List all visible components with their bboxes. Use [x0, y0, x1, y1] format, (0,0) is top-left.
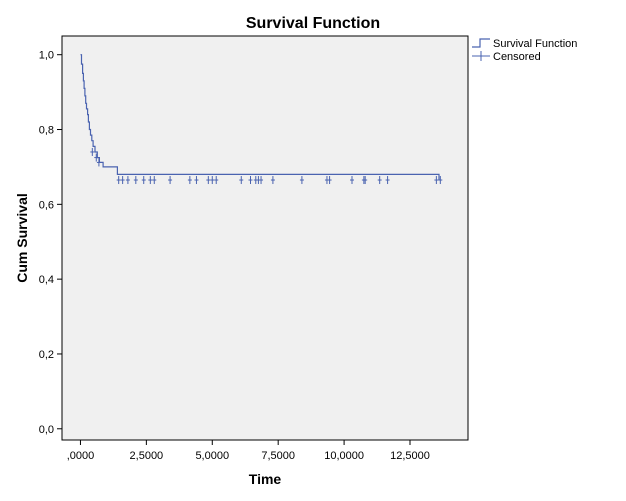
x-tick-label: 5,0000 — [195, 450, 229, 462]
censored-marker — [210, 176, 215, 185]
censored-marker — [350, 176, 354, 185]
x-tick-label: 2,5000 — [130, 450, 164, 462]
censored-marker — [248, 176, 253, 185]
censored-marker — [141, 176, 146, 185]
y-tick-label: 0,8 — [39, 125, 54, 137]
censored-marker — [148, 176, 153, 185]
x-axis: ,0000 2,5000 5,0000 7,5000 10,0000 12,5000 — [67, 440, 430, 462]
chart-title: Survival Function — [246, 15, 380, 32]
legend-label: Survival Function — [493, 38, 577, 50]
legend-item: Survival Function — [472, 38, 577, 50]
legend-plus-icon — [472, 51, 490, 61]
censored-marker — [270, 176, 275, 185]
censored-marker — [214, 176, 219, 185]
censored-marker — [377, 176, 382, 185]
x-tick-label: 10,0000 — [324, 450, 364, 462]
censored-marker — [434, 176, 439, 185]
censored-marker — [168, 176, 173, 185]
y-tick-label: 0,6 — [39, 199, 54, 211]
legend-step-icon — [472, 38, 490, 48]
censored-marker — [327, 176, 332, 185]
y-tick-label: 1,0 — [39, 50, 54, 62]
y-axis: 0,0 0,2 0,4 0,6 0,8 1,0 — [39, 50, 62, 436]
censored-marker — [133, 176, 138, 185]
legend-label: Censored — [493, 51, 541, 63]
series-layer — [80, 54, 443, 185]
censored-marker — [194, 176, 199, 185]
censored-marker — [152, 176, 157, 185]
y-axis-label: Cum Survival — [14, 193, 30, 282]
plot-area — [61, 35, 469, 441]
censored-marker — [96, 158, 101, 167]
censored-marker — [206, 176, 211, 185]
x-axis-label: Time — [249, 471, 282, 487]
y-tick-label: 0,4 — [39, 274, 54, 286]
censored-marker — [385, 176, 390, 185]
censored-marker — [259, 176, 264, 185]
x-tick-label: 7,5000 — [261, 450, 295, 462]
censored-marker — [90, 147, 95, 156]
legend-item: Censored — [472, 51, 541, 63]
y-tick-label: 0,0 — [39, 424, 54, 436]
x-tick-label: ,0000 — [67, 450, 95, 462]
x-tick-label: 12,5000 — [390, 450, 430, 462]
censored-marker — [363, 176, 368, 185]
censored-marker — [438, 176, 443, 185]
censored-marker — [187, 176, 192, 185]
censored-marker — [299, 176, 304, 185]
censored-marker — [125, 176, 130, 185]
censored-marker — [94, 153, 99, 162]
censored-marker — [116, 176, 121, 185]
censored-marker — [239, 176, 244, 185]
censored-marker — [120, 176, 125, 185]
y-tick-label: 0,2 — [39, 349, 54, 361]
